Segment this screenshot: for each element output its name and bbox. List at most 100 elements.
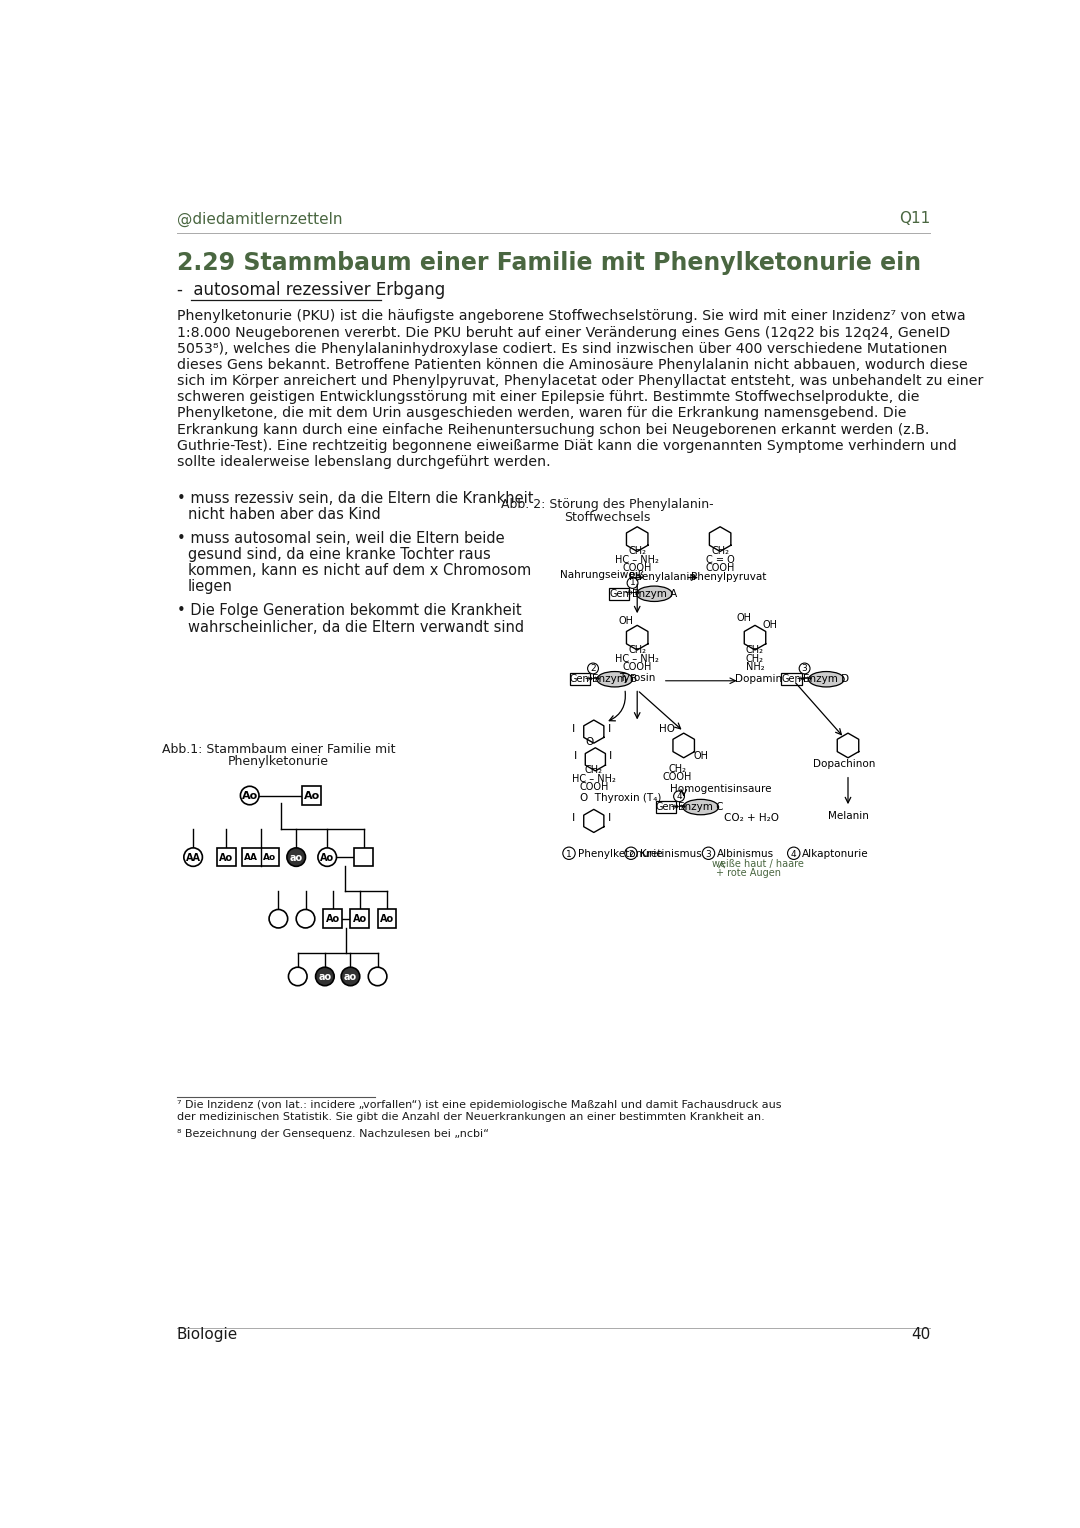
- Text: Dopachinon: Dopachinon: [813, 759, 875, 769]
- Text: HC – NH₂: HC – NH₂: [616, 555, 659, 565]
- Text: • muss rezessiv sein, da die Eltern die Krankheit: • muss rezessiv sein, da die Eltern die …: [177, 490, 534, 506]
- Text: COOH: COOH: [705, 564, 734, 573]
- Text: Albinismus: Albinismus: [717, 850, 774, 859]
- Text: Phenylketone, die mit dem Urin ausgeschieden werden, waren für die Erkrankung na: Phenylketone, die mit dem Urin ausgeschi…: [177, 406, 906, 420]
- Text: OH: OH: [737, 613, 752, 623]
- Text: Alkaptonurie: Alkaptonurie: [802, 850, 869, 859]
- Text: COOH: COOH: [663, 772, 692, 782]
- Text: 1: 1: [630, 579, 635, 587]
- Text: I: I: [572, 813, 576, 824]
- Circle shape: [288, 967, 307, 986]
- Text: ao: ao: [343, 972, 357, 983]
- Text: 2: 2: [629, 850, 634, 859]
- Text: schweren geistigen Entwicklungsstörung mit einer Epilepsie führt. Bestimmte Stof: schweren geistigen Entwicklungsstörung m…: [177, 390, 919, 405]
- FancyBboxPatch shape: [217, 848, 235, 866]
- Text: Ao: Ao: [325, 914, 340, 924]
- Text: • muss autosomal sein, weil die Eltern beide: • muss autosomal sein, weil die Eltern b…: [177, 530, 504, 545]
- Circle shape: [269, 909, 287, 927]
- Text: nicht haben aber das Kind: nicht haben aber das Kind: [188, 507, 380, 523]
- Text: CH₂: CH₂: [746, 645, 764, 656]
- FancyBboxPatch shape: [242, 848, 279, 866]
- Ellipse shape: [683, 799, 718, 814]
- Text: ↠↠: ↠↠: [671, 802, 687, 811]
- Circle shape: [627, 578, 638, 588]
- Circle shape: [368, 967, 387, 986]
- Text: + rote Augen: + rote Augen: [716, 868, 781, 879]
- Text: OH: OH: [693, 752, 708, 761]
- Circle shape: [563, 847, 576, 859]
- Text: Enzym B: Enzym B: [592, 674, 637, 685]
- Text: Gen: Gen: [570, 674, 590, 685]
- Text: 40: 40: [910, 1328, 930, 1342]
- Circle shape: [184, 848, 202, 866]
- Text: Phenylketonurie: Phenylketonurie: [578, 850, 662, 859]
- Text: HC – NH₂: HC – NH₂: [572, 773, 616, 784]
- Text: Gen: Gen: [656, 802, 676, 811]
- Circle shape: [625, 847, 637, 859]
- Text: 2.29 Stammbaum einer Familie mit Phenylketonurie ein: 2.29 Stammbaum einer Familie mit Phenylk…: [177, 251, 921, 275]
- FancyBboxPatch shape: [323, 909, 342, 927]
- Text: COOH: COOH: [622, 564, 652, 573]
- Ellipse shape: [636, 587, 672, 602]
- Text: Ao: Ao: [353, 914, 367, 924]
- Text: Biologie: Biologie: [177, 1328, 238, 1342]
- Text: OH: OH: [762, 620, 778, 631]
- Text: weiße haut / haare: weiße haut / haare: [713, 859, 805, 869]
- FancyBboxPatch shape: [656, 801, 676, 813]
- FancyBboxPatch shape: [354, 848, 373, 866]
- Text: CH₂: CH₂: [669, 764, 687, 773]
- Text: Nahrungseiweiß: Nahrungseiweiß: [559, 570, 644, 579]
- Ellipse shape: [809, 671, 845, 688]
- FancyBboxPatch shape: [570, 672, 590, 686]
- Text: ⁸ Bezeichnung der Gensequenz. Nachzulesen bei „ncbi“: ⁸ Bezeichnung der Gensequenz. Nachzulese…: [177, 1129, 489, 1140]
- Text: ↠↠: ↠↠: [796, 674, 813, 685]
- Text: CH₂: CH₂: [629, 547, 646, 556]
- Text: O  Thyroxin (T₄): O Thyroxin (T₄): [580, 793, 661, 802]
- Circle shape: [341, 967, 360, 986]
- Text: sollte idealerweise lebenslang durchgeführt werden.: sollte idealerweise lebenslang durchgefü…: [177, 455, 551, 469]
- Text: Abb.1: Stammbaum einer Familie mit: Abb.1: Stammbaum einer Familie mit: [162, 743, 395, 756]
- Circle shape: [287, 848, 306, 866]
- Text: Ao: Ao: [303, 792, 320, 801]
- Text: C = O: C = O: [705, 555, 734, 565]
- Text: CH₂: CH₂: [746, 654, 764, 663]
- Text: der medizinischen Statistik. Sie gibt die Anzahl der Neuerkrankungen an einer be: der medizinischen Statistik. Sie gibt di…: [177, 1112, 765, 1123]
- Text: Ao: Ao: [219, 853, 233, 863]
- Text: CH₂: CH₂: [711, 547, 729, 556]
- Text: ao: ao: [319, 972, 332, 983]
- Text: -  autosomal rezessiver Erbgang: - autosomal rezessiver Erbgang: [177, 281, 445, 299]
- Text: NH₂: NH₂: [745, 662, 765, 672]
- Text: Phenylalanin: Phenylalanin: [629, 571, 696, 582]
- Text: @diedamitlernzetteln: @diedamitlernzetteln: [177, 211, 342, 226]
- Text: ↠↠: ↠↠: [585, 674, 602, 685]
- Text: Phenylpyruvat: Phenylpyruvat: [691, 571, 767, 582]
- Text: Enzym D: Enzym D: [804, 674, 849, 685]
- Text: CH₂: CH₂: [584, 766, 603, 775]
- Text: Homogentisinsaure: Homogentisinsaure: [670, 784, 771, 793]
- Text: wahrscheinlicher, da die Eltern verwandt sind: wahrscheinlicher, da die Eltern verwandt…: [188, 619, 524, 634]
- Text: Erkrankung kann durch eine einfache Reihenuntersuchung schon bei Neugeborenen er: Erkrankung kann durch eine einfache Reih…: [177, 423, 929, 437]
- Ellipse shape: [597, 671, 633, 688]
- Text: Stoffwechsels: Stoffwechsels: [565, 510, 651, 524]
- Text: Kretinismus: Kretinismus: [639, 850, 701, 859]
- Text: Ao: Ao: [242, 792, 258, 801]
- Text: Tyrosin: Tyrosin: [619, 672, 656, 683]
- Circle shape: [588, 663, 598, 674]
- Text: ao: ao: [289, 853, 302, 863]
- Text: 1: 1: [566, 850, 572, 859]
- Text: 3: 3: [705, 850, 712, 859]
- Text: COOH: COOH: [622, 662, 652, 672]
- Circle shape: [241, 787, 259, 805]
- Text: AA: AA: [244, 853, 258, 862]
- Text: Ao: Ao: [380, 914, 394, 924]
- Text: CO₂ + H₂O: CO₂ + H₂O: [724, 813, 779, 824]
- Text: • Die Folge Generation bekommt die Krankheit: • Die Folge Generation bekommt die Krank…: [177, 604, 522, 619]
- Circle shape: [787, 847, 800, 859]
- Text: CH₂: CH₂: [629, 645, 646, 656]
- Text: HC – NH₂: HC – NH₂: [616, 654, 659, 663]
- Circle shape: [296, 909, 314, 927]
- Text: Abb. 2: Störung des Phenylalanin-: Abb. 2: Störung des Phenylalanin-: [501, 498, 714, 512]
- FancyBboxPatch shape: [350, 909, 369, 927]
- Text: Gen: Gen: [782, 674, 801, 685]
- Text: 4: 4: [676, 792, 681, 801]
